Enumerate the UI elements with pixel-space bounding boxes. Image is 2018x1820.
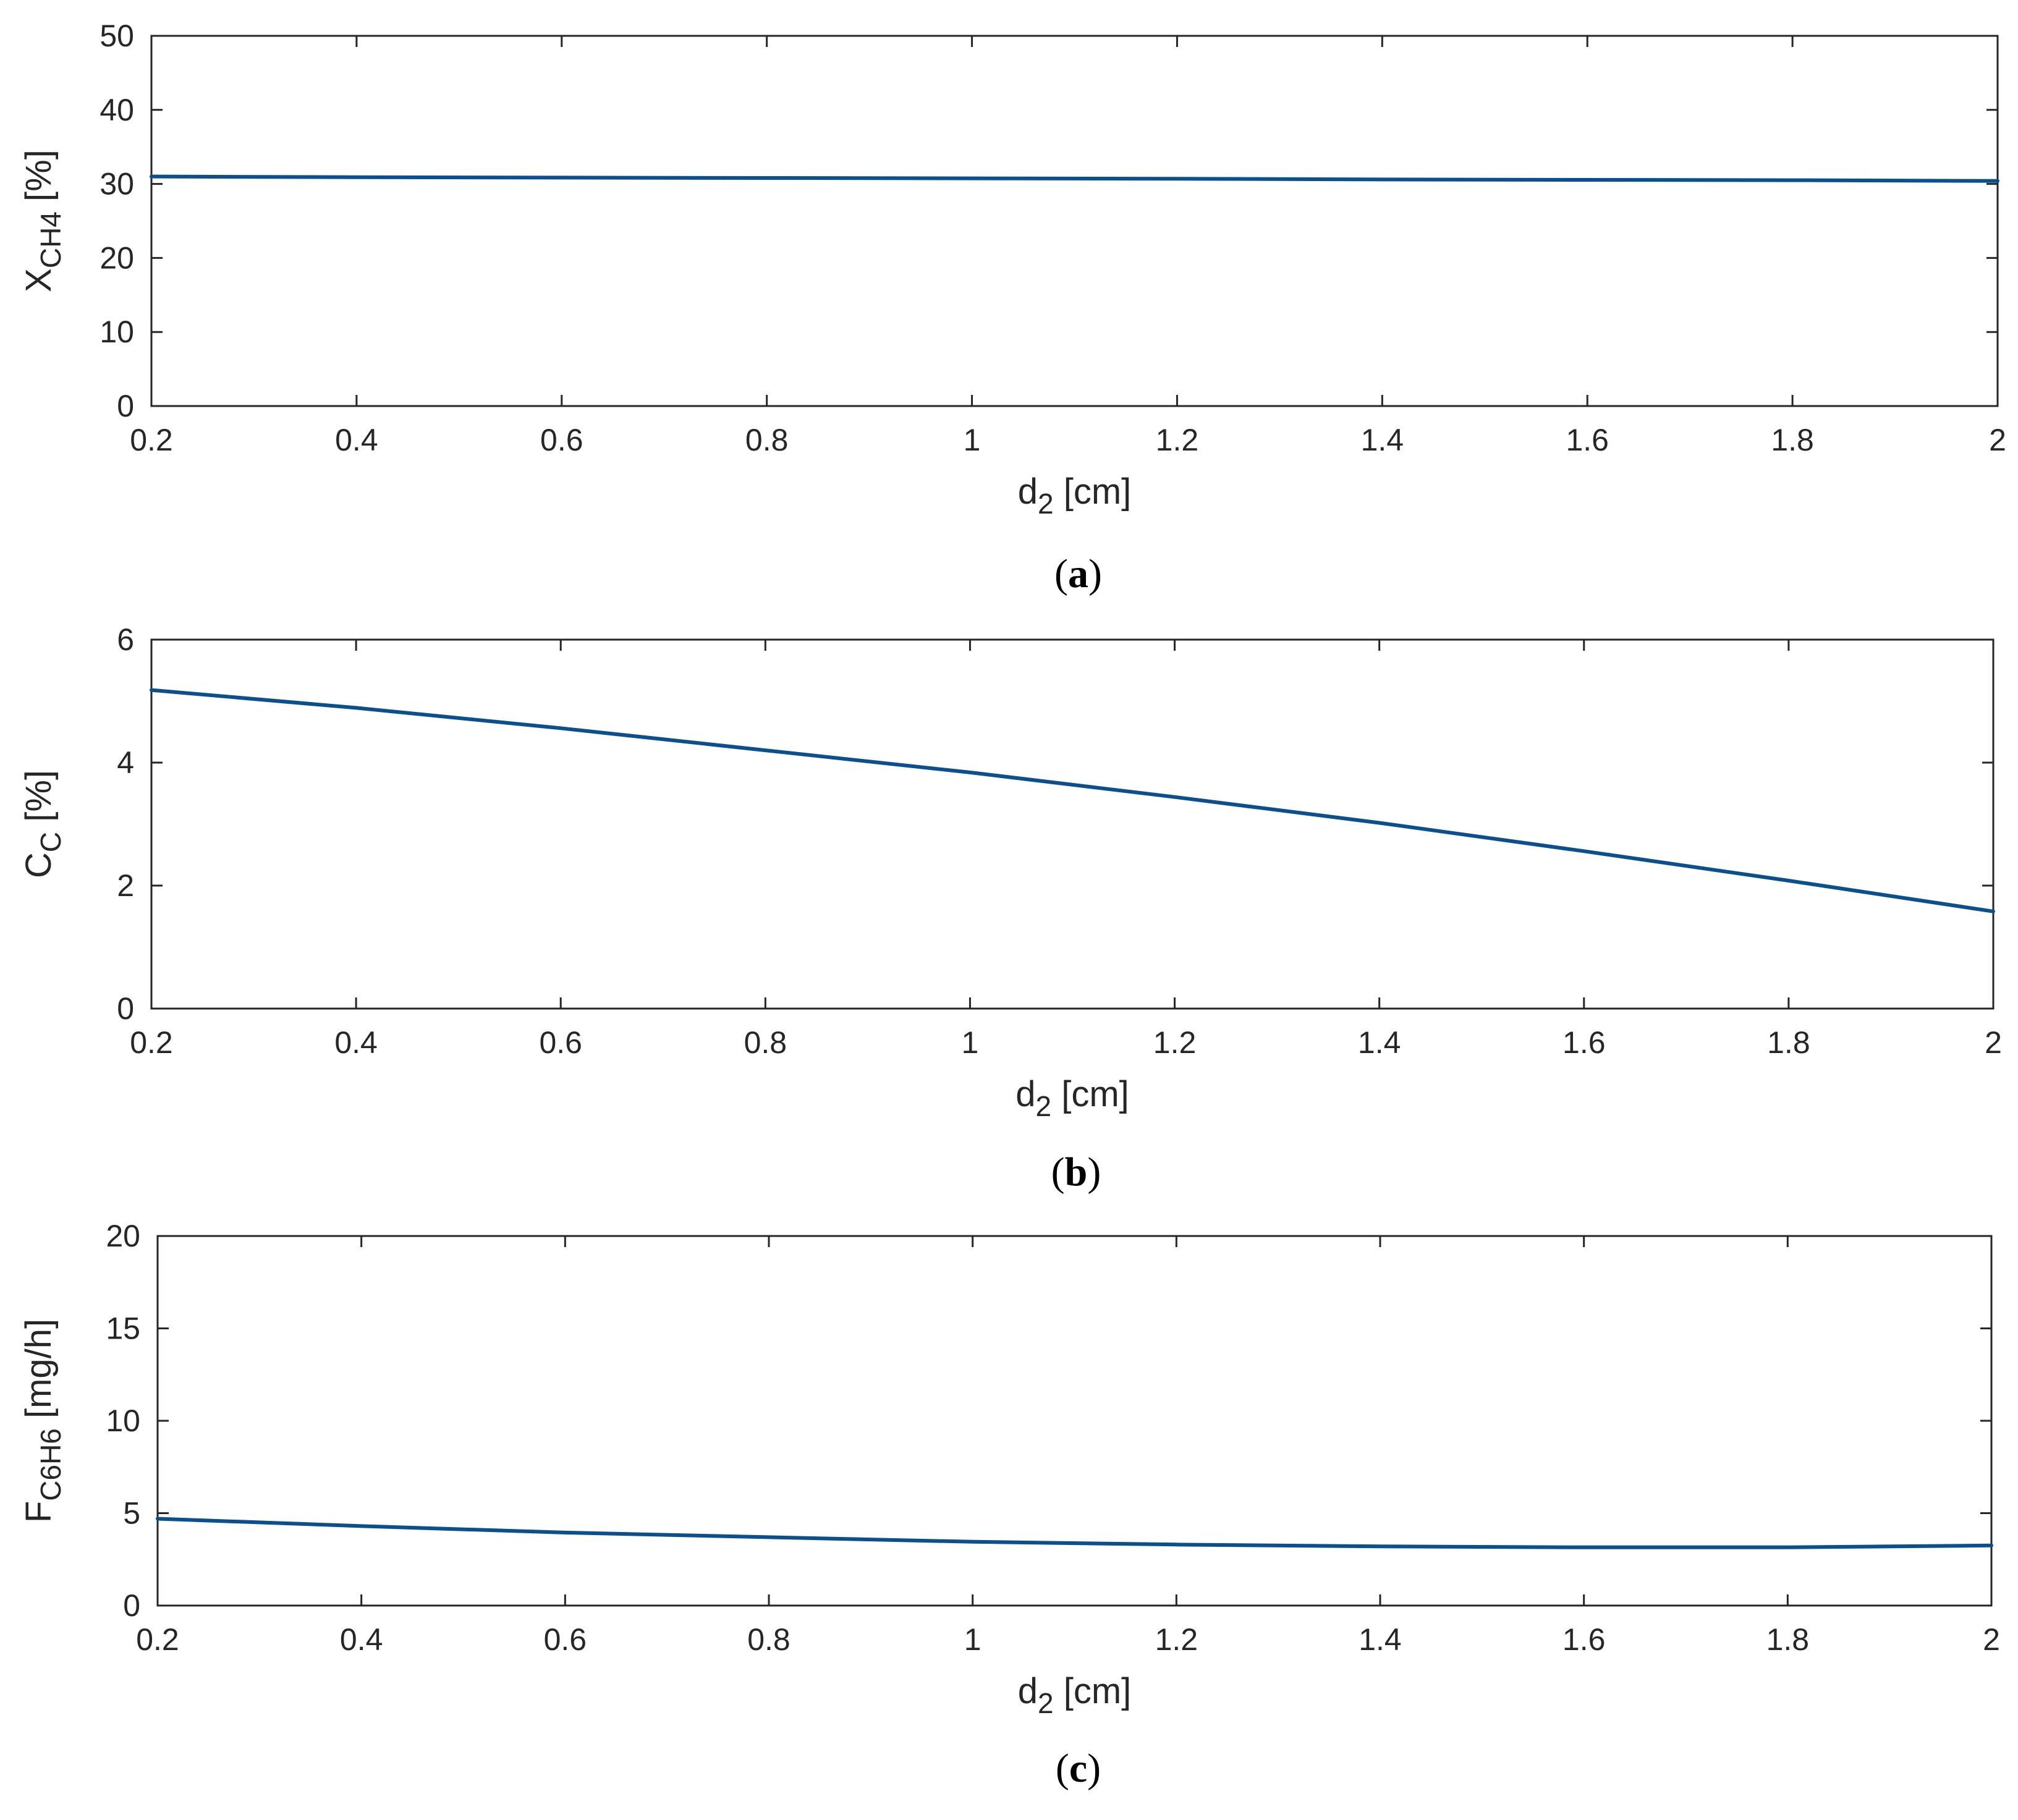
- x-axis-label: d2 [cm]: [1018, 1671, 1132, 1719]
- x-axis-label-unit: [cm]: [1054, 1671, 1132, 1711]
- x-axis-label: d2 [cm]: [1018, 472, 1132, 520]
- x-axis-label-main: d: [1015, 1074, 1035, 1114]
- x-tick-label: 1.2: [1156, 423, 1199, 457]
- y-tick-label: 20: [100, 240, 134, 275]
- panel-caption-letter: b: [1065, 1149, 1088, 1195]
- x-tick-label: 1: [964, 423, 981, 457]
- y-tick-label: 15: [106, 1311, 140, 1346]
- plot-frame: [150, 35, 1999, 407]
- y-tick-label: 40: [100, 93, 134, 127]
- x-tick-label: 1.8: [1767, 1025, 1810, 1060]
- y-axis-label-subscript: CH4: [35, 211, 67, 268]
- y-tick-label: 5: [123, 1496, 140, 1531]
- y-tick-label: 50: [100, 19, 134, 53]
- y-axis-label-main: X: [19, 268, 59, 292]
- panel-a: 0.2 0.4 0.6 0.8 1 1.2 1.4 1.6 1.8 201020304050d2 …: [19, 19, 2006, 596]
- plot-frame: [156, 1235, 1993, 1607]
- panel-caption: (b): [1051, 1149, 1101, 1195]
- x-tick-label: 1.4: [1358, 1025, 1401, 1060]
- x-axis-label-main: d: [1018, 472, 1038, 512]
- y-axis-label-unit: [%]: [19, 770, 59, 832]
- y-axis-label: CC [%]: [19, 770, 67, 878]
- y-tick-label: 10: [100, 315, 134, 349]
- x-tick-label: 1.2: [1153, 1025, 1197, 1060]
- x-tick-label: 0.6: [544, 1622, 587, 1657]
- y-axis-label: FC6H6 [mg/h]: [19, 1319, 67, 1523]
- y-tick-label: 0: [123, 1588, 140, 1623]
- series-line: [150, 688, 1995, 913]
- x-tick-label: 1.8: [1766, 1622, 1810, 1657]
- y-axis-label-subscript: C: [35, 832, 67, 852]
- x-axis-label-unit: [cm]: [1054, 472, 1132, 512]
- x-axis-label-main: d: [1018, 1671, 1038, 1711]
- x-tick-label: 1.6: [1562, 1622, 1606, 1657]
- y-axis-label-unit: [%]: [19, 150, 59, 211]
- x-tick-label: 1.6: [1566, 423, 1609, 457]
- x-tick-label: 0.2: [136, 1622, 179, 1657]
- x-tick-label: 0.8: [744, 1025, 787, 1060]
- y-tick-label: 0: [117, 991, 134, 1026]
- x-tick-label: 0.6: [540, 423, 583, 457]
- y-tick-label: 10: [106, 1403, 140, 1438]
- y-axis-label-subscript: C6H6: [35, 1428, 67, 1501]
- y-axis-label: XCH4 [%]: [19, 150, 67, 292]
- x-axis-label-unit: [cm]: [1051, 1074, 1129, 1114]
- y-tick-label: 20: [106, 1219, 140, 1253]
- x-tick-label: 0.8: [747, 1622, 791, 1657]
- series-line: [156, 1517, 1993, 1549]
- x-tick-label: 2: [1983, 1622, 2000, 1657]
- plot-frame: [150, 638, 1995, 1010]
- y-axis-label-unit: [mg/h]: [19, 1319, 59, 1428]
- x-tick-label: 1.8: [1771, 423, 1814, 457]
- x-tick-label: 1: [964, 1622, 981, 1657]
- x-axis-label-subscript: 2: [1036, 1090, 1052, 1122]
- panel-caption: (c): [1056, 1746, 1101, 1791]
- x-axis-label: d2 [cm]: [1015, 1074, 1129, 1122]
- x-tick-label: 1: [962, 1025, 979, 1060]
- panel-caption-letter: a: [1068, 551, 1088, 596]
- x-tick-label: 0.4: [334, 1025, 378, 1060]
- x-tick-label: 0.2: [130, 423, 173, 457]
- y-axis-label-main: C: [19, 852, 59, 878]
- panel-caption: (a): [1054, 551, 1102, 596]
- x-tick-label: 1.2: [1155, 1622, 1198, 1657]
- x-tick-label: 0.2: [130, 1025, 173, 1060]
- x-tick-label: 0.6: [539, 1025, 582, 1060]
- y-axis-label-main: F: [19, 1501, 59, 1523]
- x-tick-label: 0.4: [335, 423, 378, 457]
- series-line: [150, 174, 1999, 183]
- y-tick-label: 0: [117, 389, 134, 423]
- y-tick-label: 4: [117, 745, 134, 780]
- y-tick-label: 2: [117, 868, 134, 903]
- x-tick-label: 2: [1989, 423, 2006, 457]
- x-tick-label: 0.4: [340, 1622, 383, 1657]
- x-tick-label: 2: [1985, 1025, 2002, 1060]
- x-axis-label-subscript: 2: [1038, 1687, 1054, 1719]
- y-tick-label: 30: [100, 167, 134, 201]
- x-tick-label: 1.6: [1562, 1025, 1606, 1060]
- x-tick-label: 0.8: [745, 423, 789, 457]
- y-tick-label: 6: [117, 622, 134, 657]
- x-axis-label-subscript: 2: [1038, 488, 1054, 520]
- x-tick-label: 1.4: [1359, 1622, 1402, 1657]
- x-tick-label: 1.4: [1361, 423, 1404, 457]
- panel-caption-letter: c: [1069, 1746, 1087, 1791]
